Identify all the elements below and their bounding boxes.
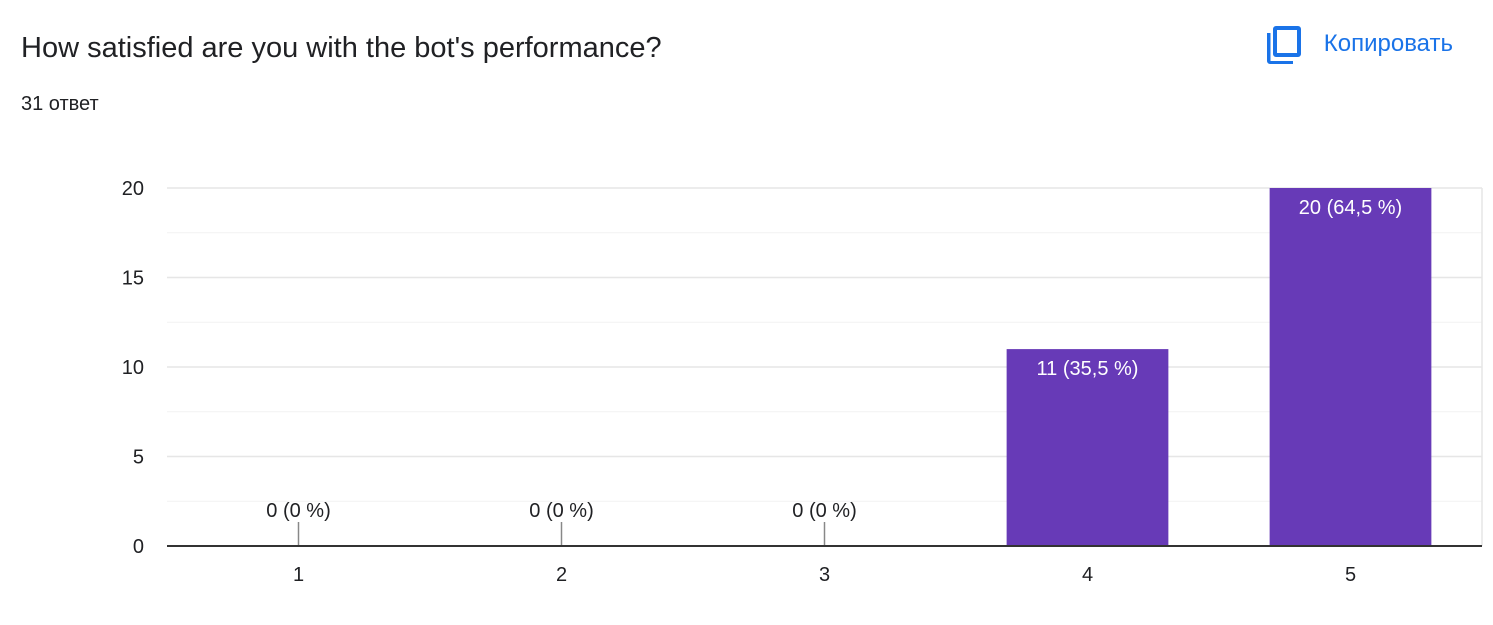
y-tick-label: 5: [133, 447, 144, 469]
question-title: How satisfied are you with the bot's per…: [21, 32, 662, 64]
bar-data-label: 0 (0 %): [266, 500, 330, 522]
y-tick-label: 10: [122, 357, 144, 379]
bar: [1269, 188, 1432, 546]
bar-data-label: 20 (64,5 %): [1299, 197, 1402, 219]
y-tick-label: 0: [133, 536, 144, 558]
bar-data-label: 0 (0 %): [529, 500, 593, 522]
y-tick-label: 20: [122, 178, 144, 200]
bar-data-label: 0 (0 %): [792, 500, 856, 522]
y-tick-label: 15: [122, 268, 144, 290]
bar-data-label: 11 (35,5 %): [1037, 358, 1139, 380]
response-count: 31 ответ: [21, 93, 99, 115]
copy-icon: [1266, 26, 1301, 64]
copy-button[interactable]: Копировать: [1266, 22, 1453, 66]
x-tick-label: 3: [819, 564, 830, 586]
x-tick-label: 1: [293, 564, 304, 586]
x-tick-label: 2: [556, 564, 567, 586]
x-tick-label: 5: [1345, 564, 1356, 586]
bar: [1006, 349, 1169, 546]
copy-label: Копировать: [1323, 30, 1453, 57]
x-tick-label: 4: [1082, 564, 1093, 586]
